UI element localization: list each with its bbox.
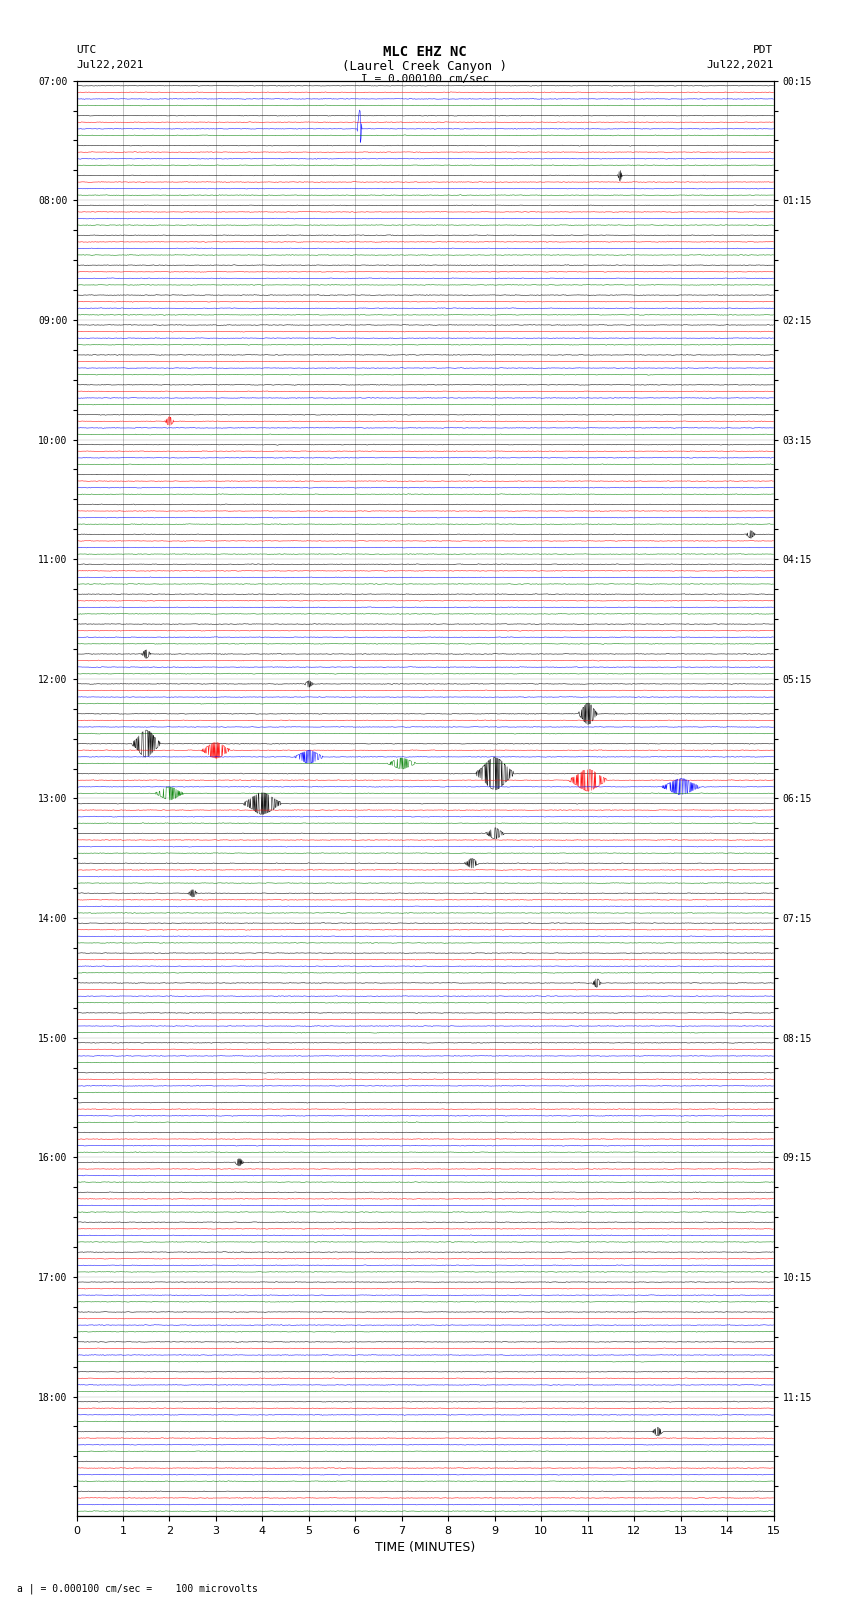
X-axis label: TIME (MINUTES): TIME (MINUTES) xyxy=(375,1542,475,1555)
Text: PDT: PDT xyxy=(753,45,774,55)
Text: I = 0.000100 cm/sec: I = 0.000100 cm/sec xyxy=(361,74,489,84)
Text: Jul22,2021: Jul22,2021 xyxy=(706,60,774,69)
Text: (Laurel Creek Canyon ): (Laurel Creek Canyon ) xyxy=(343,60,507,73)
Text: UTC: UTC xyxy=(76,45,97,55)
Text: a | = 0.000100 cm/sec =    100 microvolts: a | = 0.000100 cm/sec = 100 microvolts xyxy=(17,1582,258,1594)
Text: MLC EHZ NC: MLC EHZ NC xyxy=(383,45,467,60)
Text: Jul22,2021: Jul22,2021 xyxy=(76,60,144,69)
